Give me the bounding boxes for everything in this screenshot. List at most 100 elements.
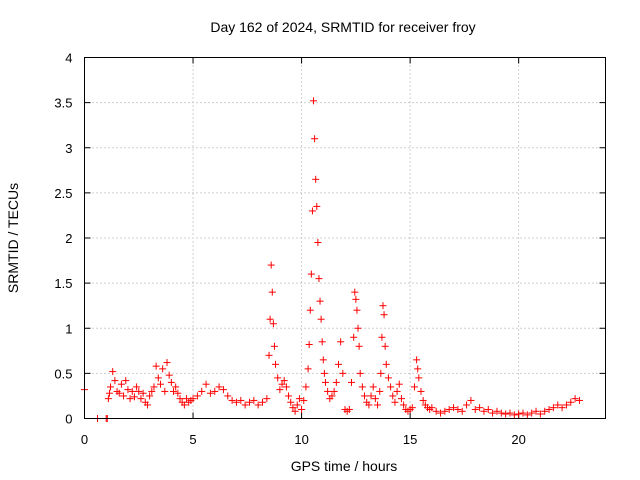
data-point xyxy=(307,270,315,278)
data-point xyxy=(319,356,327,364)
data-point xyxy=(476,404,484,412)
x-axis-label: GPS time / hours xyxy=(291,458,398,474)
data-point xyxy=(174,389,182,397)
data-point xyxy=(330,387,338,395)
y-tick-label: 3.5 xyxy=(54,96,72,111)
data-point xyxy=(356,369,364,377)
data-point xyxy=(105,389,113,397)
data-point xyxy=(167,378,175,386)
data-point xyxy=(351,288,359,296)
data-point xyxy=(378,333,386,341)
data-point xyxy=(228,396,236,404)
data-point xyxy=(289,404,297,412)
data-point xyxy=(381,342,389,350)
data-point xyxy=(291,407,299,415)
data-point xyxy=(345,405,353,413)
data-point xyxy=(135,387,143,395)
data-point xyxy=(510,411,518,419)
data-point xyxy=(361,392,369,400)
data-point xyxy=(354,324,362,332)
data-point xyxy=(152,362,160,370)
data-point xyxy=(268,288,276,296)
data-point xyxy=(541,407,549,415)
data-point xyxy=(369,383,377,391)
data-point xyxy=(352,295,360,303)
data-point xyxy=(515,410,523,418)
data-point xyxy=(332,378,340,386)
data-point xyxy=(150,383,158,391)
chart-title: Day 162 of 2024, SRMTID for receiver fro… xyxy=(210,19,475,35)
data-point xyxy=(311,135,319,143)
data-point xyxy=(109,368,117,376)
y-tick-label: 3 xyxy=(65,141,72,156)
tick-labels: 0 5 10 15 20 0 0.5 1 1.5 2 2.5 3 3.5 4 xyxy=(54,51,525,448)
data-point xyxy=(237,396,245,404)
data-point xyxy=(554,401,562,409)
data-point xyxy=(389,392,397,400)
data-point xyxy=(154,374,162,382)
data-point xyxy=(120,392,128,400)
data-point xyxy=(432,407,440,415)
data-point xyxy=(480,407,488,415)
data-point xyxy=(128,387,136,395)
data-point xyxy=(321,378,329,386)
data-point xyxy=(413,356,421,364)
data-point xyxy=(276,386,284,394)
data-point xyxy=(126,395,134,403)
x-tick-label: 0 xyxy=(81,432,88,447)
data-point xyxy=(215,383,223,391)
data-point xyxy=(139,389,147,397)
data-point xyxy=(506,409,514,417)
data-point xyxy=(172,383,180,391)
data-point xyxy=(143,401,151,409)
data-point xyxy=(170,387,178,395)
data-point xyxy=(571,395,579,403)
data-point xyxy=(156,380,164,388)
data-point xyxy=(250,396,258,404)
data-point xyxy=(254,401,262,409)
data-points xyxy=(81,97,583,422)
data-point xyxy=(130,393,138,401)
data-point xyxy=(180,401,188,409)
data-point xyxy=(371,395,379,403)
data-point xyxy=(269,320,277,328)
data-point xyxy=(293,401,301,409)
data-point xyxy=(304,365,312,373)
data-point xyxy=(298,405,306,413)
data-point xyxy=(358,383,366,391)
data-point xyxy=(232,398,240,406)
data-point xyxy=(454,405,462,413)
data-point xyxy=(528,409,536,417)
data-point xyxy=(285,392,293,400)
data-point xyxy=(497,409,505,417)
data-point xyxy=(467,396,475,404)
data-point xyxy=(107,383,115,391)
data-point xyxy=(445,405,453,413)
data-point xyxy=(391,398,399,406)
data-point xyxy=(353,306,361,314)
data-point xyxy=(189,395,197,403)
data-point xyxy=(176,395,184,403)
data-point xyxy=(410,383,418,391)
data-point xyxy=(124,386,132,394)
data-point xyxy=(259,398,267,406)
data-point xyxy=(575,396,583,404)
data-point xyxy=(111,377,119,385)
data-point xyxy=(206,389,214,397)
data-point xyxy=(414,365,422,373)
data-point xyxy=(314,239,322,247)
data-point xyxy=(393,387,401,395)
data-point xyxy=(532,407,540,415)
data-point xyxy=(300,396,308,404)
data-point xyxy=(148,387,156,395)
data-point xyxy=(502,410,510,418)
y-tick-label: 2 xyxy=(65,231,72,246)
data-point xyxy=(400,401,408,409)
y-tick-label: 2.5 xyxy=(54,186,72,201)
data-point xyxy=(377,369,385,377)
data-point xyxy=(274,374,282,382)
data-point xyxy=(146,392,154,400)
data-point xyxy=(384,374,392,382)
